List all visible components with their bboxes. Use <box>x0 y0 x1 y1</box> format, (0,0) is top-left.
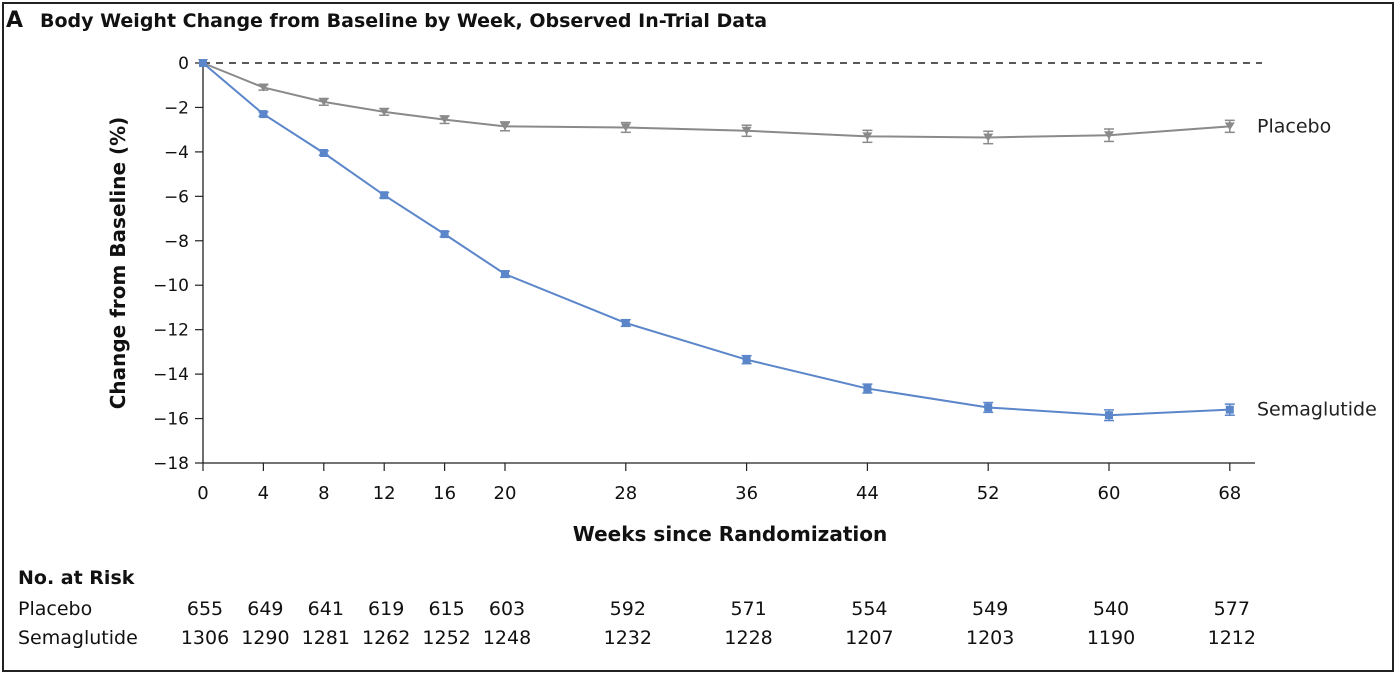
y-tick-label: −12 <box>153 321 189 341</box>
x-tick-label: 20 <box>494 483 517 504</box>
semaglutide-marker <box>199 59 207 67</box>
x-tick-label: 44 <box>856 483 879 504</box>
y-tick-label: −14 <box>153 365 189 385</box>
line-chart: 0 −2 −4 −6 −8 −10 −12 −14 −16 −18 0 4 8 12 16 20 28 36 44 5… <box>0 0 1400 560</box>
semaglutide-marker <box>743 356 751 364</box>
semaglutide-marker <box>1226 406 1234 414</box>
semaglutide-marker <box>320 149 328 157</box>
y-tick-label: −10 <box>153 276 189 296</box>
x-tick-label: 12 <box>373 483 396 504</box>
x-tick-label: 52 <box>977 483 1000 504</box>
x-tick-label: 4 <box>258 483 269 504</box>
placebo-series-label: Placebo <box>1257 115 1331 137</box>
semaglutide-marker <box>380 191 388 199</box>
x-tick-label: 0 <box>197 483 208 504</box>
series-layer: Placebo Semaglutide <box>198 59 1377 421</box>
semaglutide-series-label: Semaglutide <box>1257 399 1377 421</box>
axes: 0 −2 −4 −6 −8 −10 −12 −14 −16 −18 0 4 8 12 16 20 28 36 44 5… <box>106 54 1262 546</box>
semaglutide-marker <box>441 230 449 238</box>
y-tick-label: −8 <box>164 232 189 252</box>
semaglutide-marker <box>501 270 509 278</box>
x-tick-label: 60 <box>1098 483 1121 504</box>
semaglutide-marker <box>984 403 992 411</box>
x-tick-label: 28 <box>614 483 637 504</box>
y-tick-label: 0 <box>178 54 189 74</box>
y-tick-label: −4 <box>164 143 189 163</box>
x-tick-label: 16 <box>433 483 456 504</box>
semaglutide-marker <box>863 385 871 393</box>
x-tick-label: 8 <box>318 483 329 504</box>
semaglutide-line <box>203 63 1230 415</box>
semaglutide-marker <box>622 319 630 327</box>
y-tick-label: −18 <box>153 454 189 474</box>
x-tick-label: 36 <box>735 483 758 504</box>
y-tick-label: −6 <box>164 187 189 207</box>
x-axis-title: Weeks since Randomization <box>573 522 887 546</box>
y-axis-title: Change from Baseline (%) <box>106 117 130 410</box>
placebo-line <box>203 63 1230 137</box>
semaglutide-marker <box>259 110 267 118</box>
y-tick-label: −2 <box>164 98 189 118</box>
x-tick-label: 68 <box>1218 483 1241 504</box>
semaglutide-marker <box>1105 411 1113 419</box>
y-tick-label: −16 <box>153 410 189 430</box>
